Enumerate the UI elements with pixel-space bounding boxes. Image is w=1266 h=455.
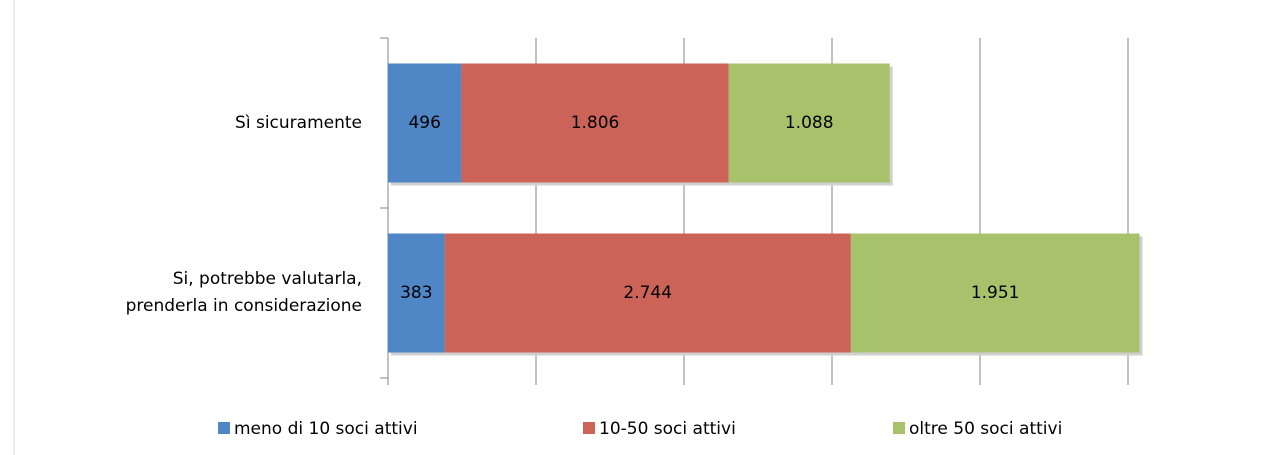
bar (388, 63, 462, 183)
category-label: Sì sicuramente (235, 112, 362, 133)
bar (850, 233, 1140, 353)
bar (728, 63, 890, 183)
legend-label: meno di 10 soci attivi (234, 419, 418, 439)
data-label: 1.951 (971, 283, 1020, 303)
legend-swatch (583, 422, 595, 434)
legend-swatch (218, 422, 230, 434)
bar (461, 63, 729, 183)
data-label: 2.744 (623, 283, 672, 303)
bar (388, 233, 445, 353)
data-label: 1.088 (785, 113, 834, 133)
legend-swatch (893, 422, 905, 434)
data-label: 496 (408, 113, 440, 133)
category-label: Si, potrebbe valutarla, prenderla in con… (125, 269, 362, 316)
data-label: 1.806 (571, 113, 620, 133)
data-label: 383 (400, 283, 432, 303)
bar (444, 233, 851, 353)
legend-label: oltre 50 soci attivi (909, 419, 1062, 439)
legend-label: 10-50 soci attivi (599, 419, 736, 439)
